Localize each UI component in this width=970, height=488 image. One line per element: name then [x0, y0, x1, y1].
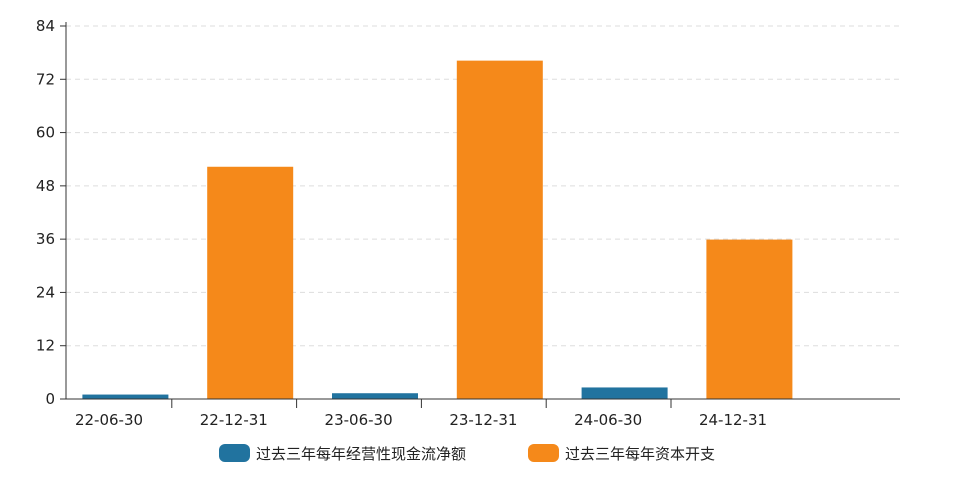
legend-item-capital-expenditure[interactable]: 过去三年每年资本开支 [528, 444, 715, 463]
legend-swatch [219, 444, 250, 462]
bar-capital-expenditure-22-12-31[interactable] [207, 166, 294, 399]
y-tick-label: 24 [36, 283, 55, 301]
bar-capital-expenditure-23-12-31[interactable] [456, 60, 543, 400]
legend-label: 过去三年每年资本开支 [565, 445, 715, 463]
x-tick-label: 23-12-31 [449, 411, 517, 429]
y-tick-label: 84 [36, 17, 55, 35]
y-tick-label: 12 [36, 337, 55, 355]
x-tick-label: 24-06-30 [574, 411, 642, 429]
y-tick-label: 36 [36, 230, 55, 248]
bars [82, 60, 793, 400]
x-tick-label: 22-06-30 [75, 411, 143, 429]
legend[interactable]: 过去三年每年经营性现金流净额 过去三年每年资本开支 [219, 444, 715, 463]
x-tick-label: 24-12-31 [699, 411, 767, 429]
bar-operating-cash-flow-24-06-30[interactable] [581, 387, 668, 399]
y-tick-label: 0 [45, 390, 55, 408]
bar-capital-expenditure-24-12-31[interactable] [706, 239, 793, 399]
x-tick-label: 22-12-31 [200, 411, 268, 429]
legend-swatch [528, 444, 559, 462]
y-tick-label: 48 [36, 177, 55, 195]
legend-label: 过去三年每年经营性现金流净额 [256, 445, 466, 463]
axes: 0 12 24 36 48 60 72 84 22-06-30 22-12-31 23-06-30 2… [36, 17, 900, 429]
legend-item-operating-cash-flow[interactable]: 过去三年每年经营性现金流净额 [219, 444, 466, 463]
y-tick-label: 60 [36, 124, 55, 142]
x-tick-label: 23-06-30 [325, 411, 393, 429]
y-tick-label: 72 [36, 70, 55, 88]
bar-operating-cash-flow-22-06-30[interactable] [82, 394, 169, 399]
bar-operating-cash-flow-23-06-30[interactable] [332, 393, 418, 399]
